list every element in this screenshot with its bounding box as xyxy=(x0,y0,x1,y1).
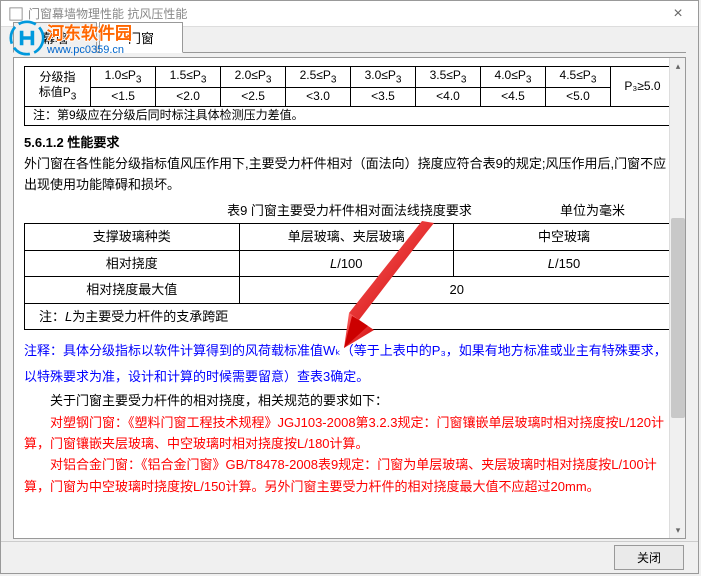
note-red-1: 对塑钢门窗：《塑料门窗工程技术规程》JGJ103-2008第3.2.3规定：门窗… xyxy=(24,412,675,455)
note-red-2: 对铝合金门窗：《铝合金门窗》GB/T8478-2008表9规定：门窗为单层玻璃、… xyxy=(24,454,675,497)
note-black: 关于门窗主要受力杆件的相对挠度，相关规范的要求如下： xyxy=(24,390,675,411)
watermark-url: www.pc0359.cn xyxy=(47,44,132,56)
section-para: 外门窗在各性能分级指标值风压作用下,主要受力杆件相对（面法向）挠度应符合表9的规… xyxy=(24,153,675,196)
scroll-up-icon[interactable]: ▴ xyxy=(670,58,686,74)
scroll-thumb[interactable] xyxy=(671,218,685,418)
scroll-down-icon[interactable]: ▾ xyxy=(670,522,686,538)
grading-table: 分级指标值P3 1.0≤P3 1.5≤P3 2.0≤P3 2.5≤P3 3.0≤… xyxy=(24,66,675,126)
table1-note: 注：第9级应在分级后同时标注具体检测压力差值。 xyxy=(25,106,675,125)
close-button[interactable]: 关闭 xyxy=(614,545,684,570)
footer: 关闭 xyxy=(1,541,698,573)
watermark-text: 河东软件园 xyxy=(47,19,132,44)
content-area: 分级指标值P3 1.0≤P3 1.5≤P3 2.0≤P3 2.5≤P3 3.0≤… xyxy=(13,57,686,539)
note-blue: 注释：具体分级指标以软件计算得到的风荷载标准值Wₖ（等于上表中的P₃，如果有地方… xyxy=(24,338,675,390)
window-close-button[interactable]: × xyxy=(658,1,698,27)
watermark: 河东软件园 www.pc0359.cn xyxy=(9,19,132,56)
watermark-logo-icon xyxy=(9,20,45,56)
vertical-scrollbar[interactable]: ▴ ▾ xyxy=(669,58,685,538)
section-heading: 5.6.1.2 性能要求 xyxy=(24,132,675,153)
deflection-table: 支撑玻璃种类 单层玻璃、夹层玻璃 中空玻璃 相对挠度 L/100 L/150 相… xyxy=(24,223,675,330)
table2-caption: 表9 门窗主要受力杆件相对面法线挠度要求 单位为毫米 xyxy=(24,200,675,221)
